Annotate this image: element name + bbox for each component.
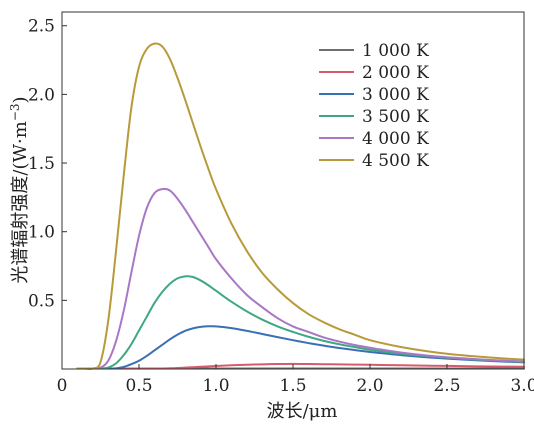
x-tick-label: 1.5 <box>279 376 306 396</box>
y-axis-title-main: 光谱辐射强度/(W·m <box>10 121 31 283</box>
x-tick-label: 2.0 <box>356 376 383 396</box>
x-tick-label: 3.0 <box>510 376 534 396</box>
legend-label: 1 000 K <box>362 41 429 61</box>
legend-label: 4 500 K <box>362 151 429 171</box>
legend-label: 3 500 K <box>362 107 429 127</box>
series-line <box>76 187 525 370</box>
series-line <box>76 42 525 370</box>
x-tick-label: 1.0 <box>202 376 229 396</box>
y-tick-label: 2.0 <box>28 85 55 105</box>
series-line <box>76 325 525 370</box>
y-tick-label: 1.5 <box>28 154 55 174</box>
x-tick-label: 0.5 <box>125 376 152 396</box>
y-tick-label: 0.5 <box>28 291 55 311</box>
y-axis-title: 光谱辐射强度/(W·m−3) <box>8 96 31 283</box>
x-tick-label: 0 <box>57 376 68 396</box>
plot-frame <box>61 11 525 370</box>
y-axis: 0.5 1.0 1.5 2.0 2.5 <box>28 17 67 311</box>
x-axis-title: 波长/μm <box>267 401 338 422</box>
curves-layer <box>76 42 525 370</box>
y-axis-title-exponent: −3 <box>8 103 22 121</box>
y-tick-label: 2.5 <box>28 17 55 37</box>
legend-label: 3 000 K <box>362 85 429 105</box>
x-axis: 0 0.5 1.0 1.5 2.0 2.5 3.0 <box>57 364 534 396</box>
y-axis-title-close: ) <box>10 96 31 103</box>
legend: 1 000 K2 000 K3 000 K3 500 K4 000 K4 500… <box>319 41 429 171</box>
legend-label: 4 000 K <box>362 129 429 149</box>
legend-label: 2 000 K <box>362 63 429 83</box>
series-line <box>76 275 525 370</box>
y-tick-label: 1.0 <box>28 223 55 243</box>
x-tick-label: 2.5 <box>433 376 460 396</box>
